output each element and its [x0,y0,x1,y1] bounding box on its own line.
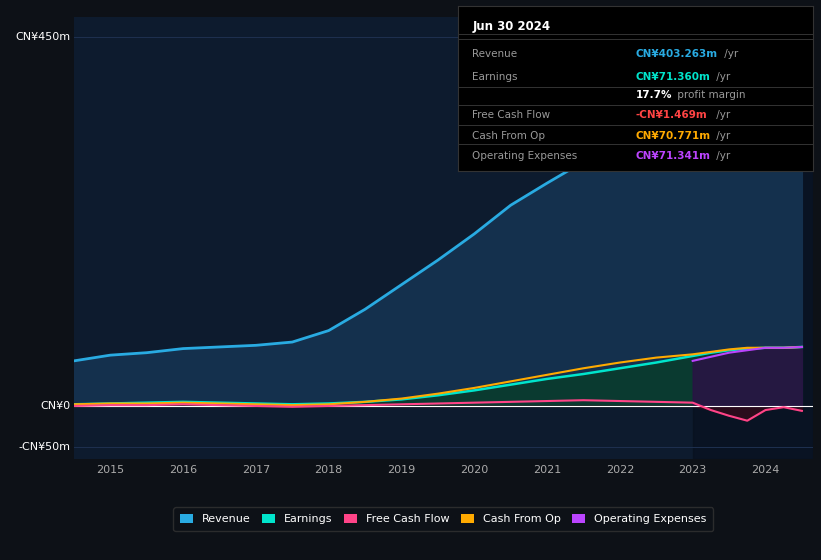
Text: /yr: /yr [713,72,731,82]
Text: /yr: /yr [713,110,731,120]
Text: Operating Expenses: Operating Expenses [472,151,577,161]
Legend: Revenue, Earnings, Free Cash Flow, Cash From Op, Operating Expenses: Revenue, Earnings, Free Cash Flow, Cash … [173,507,713,531]
Text: CN¥403.263m: CN¥403.263m [635,49,718,58]
Text: Cash From Op: Cash From Op [472,131,545,141]
Text: Revenue: Revenue [472,49,517,58]
Text: Earnings: Earnings [472,72,518,82]
Text: /yr: /yr [722,49,739,58]
Text: /yr: /yr [713,151,731,161]
Text: /yr: /yr [713,131,731,141]
Text: CN¥70.771m: CN¥70.771m [635,131,711,141]
Text: -CN¥1.469m: -CN¥1.469m [635,110,707,120]
Text: CN¥71.341m: CN¥71.341m [635,151,710,161]
Text: 17.7%: 17.7% [635,90,672,100]
Text: CN¥0: CN¥0 [40,401,70,411]
Bar [693,17,813,459]
Text: CN¥450m: CN¥450m [15,32,70,43]
Text: Jun 30 2024: Jun 30 2024 [472,21,550,34]
Text: profit margin: profit margin [675,90,746,100]
Text: Free Cash Flow: Free Cash Flow [472,110,550,120]
Text: -CN¥50m: -CN¥50m [18,442,70,452]
Text: CN¥71.360m: CN¥71.360m [635,72,710,82]
